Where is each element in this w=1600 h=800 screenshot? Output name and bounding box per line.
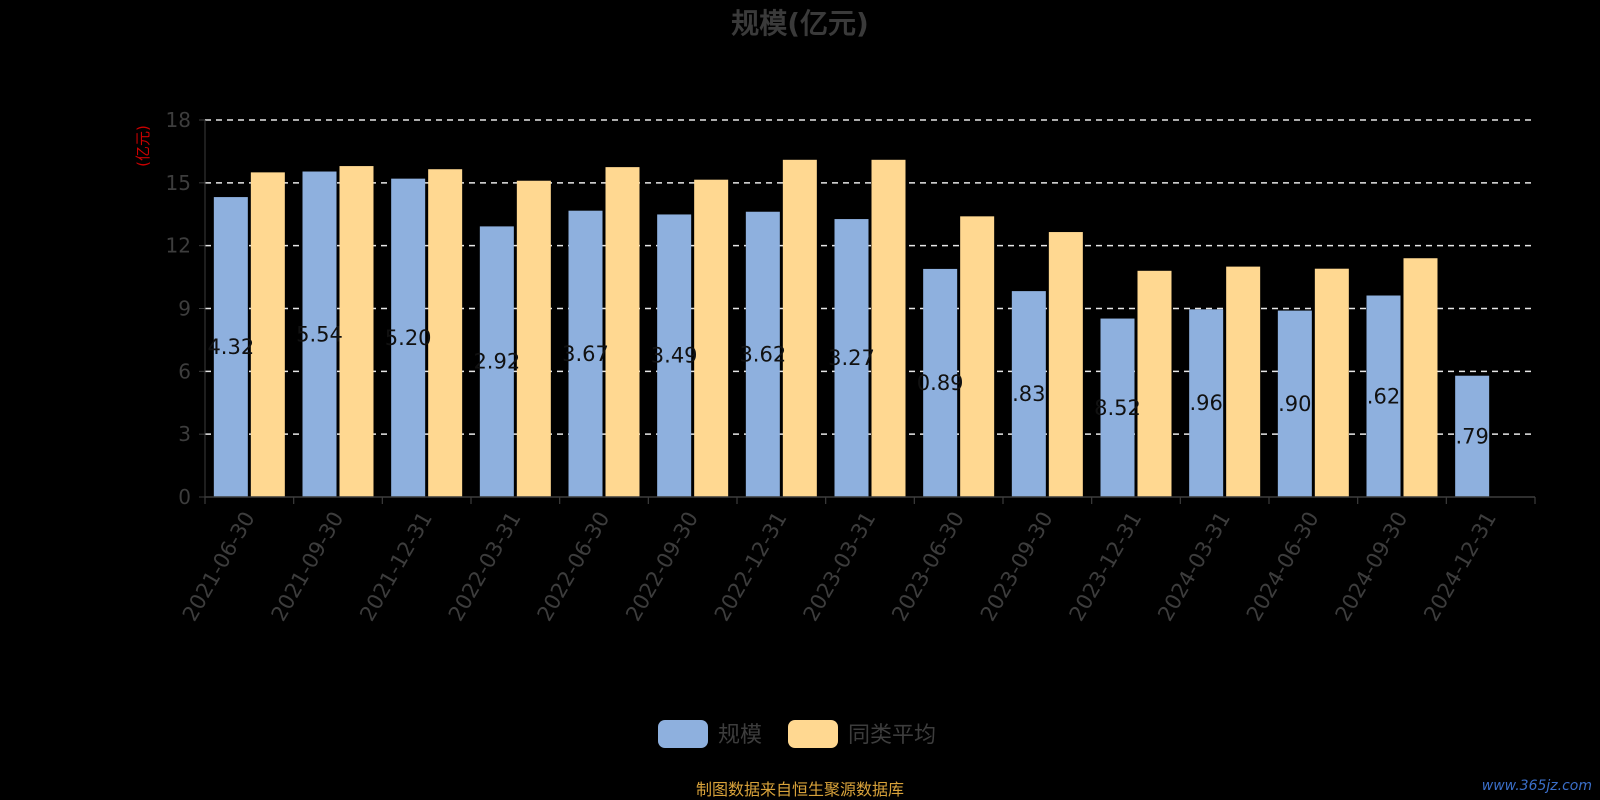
y-tick-label: 15 bbox=[166, 171, 191, 195]
bar-data-label: .83 bbox=[1012, 382, 1045, 406]
bar-labels: 4.32 5.54 5.20 2.92 3.67 3.49 3.62 3.27 0.89 .83 8… bbox=[207, 322, 1488, 448]
x-tick-labels: 2021-06-30 2021-09-30 2021-12-31 2022-03-31… bbox=[178, 508, 1501, 626]
x-tick-label: 2023-12-31 bbox=[1065, 508, 1147, 626]
legend[interactable]: 规模 同类平均 bbox=[658, 720, 936, 748]
bar-data-label: 3.67 bbox=[562, 342, 609, 366]
y-tick-label: 9 bbox=[178, 297, 191, 321]
legend-swatch[interactable] bbox=[658, 720, 708, 748]
bar-scale bbox=[745, 211, 780, 497]
bar-data-label: 5.54 bbox=[296, 322, 343, 346]
chart-title: 规模(亿元) bbox=[731, 7, 869, 40]
bar-peer-average bbox=[782, 159, 817, 498]
x-tick-label: 2024-12-31 bbox=[1419, 508, 1501, 626]
bar-scale bbox=[302, 171, 337, 498]
bar-data-label: .62 bbox=[1367, 384, 1400, 408]
bar-scale bbox=[923, 268, 958, 497]
grid-lines bbox=[205, 119, 1535, 435]
y-tick-label: 3 bbox=[178, 422, 191, 446]
y-axis: 0 3 6 9 12 15 18 bbox=[166, 108, 206, 509]
x-tick-label: 2022-09-30 bbox=[621, 508, 703, 626]
legend-swatch[interactable] bbox=[788, 720, 838, 748]
bar-peer-average bbox=[1314, 268, 1349, 497]
bar-scale bbox=[1455, 375, 1490, 497]
bar-peer-average bbox=[960, 216, 995, 497]
bar-peer-average bbox=[1226, 266, 1261, 497]
bar-scale bbox=[213, 197, 248, 497]
bar-scale bbox=[657, 214, 692, 497]
bar-peer-average bbox=[694, 179, 729, 498]
bar-peer-average bbox=[428, 169, 463, 497]
y-axis-label: (亿元) bbox=[134, 125, 152, 167]
bar-peer-average bbox=[250, 172, 285, 497]
bar-data-label: 4.32 bbox=[207, 335, 254, 359]
y-tick-label: 12 bbox=[166, 234, 191, 258]
y-tick-label: 6 bbox=[178, 359, 191, 383]
bar-scale bbox=[1366, 295, 1401, 497]
bar-data-label: 0.89 bbox=[917, 371, 964, 395]
bar-scale bbox=[479, 226, 514, 498]
bar-peer-average bbox=[339, 166, 374, 498]
bar-data-label: 3.62 bbox=[739, 342, 786, 366]
bar-data-label: 5.20 bbox=[385, 326, 432, 350]
x-tick-label: 2022-06-30 bbox=[533, 508, 615, 626]
y-tick-label: 0 bbox=[178, 485, 191, 509]
data-source-note: 制图数据来自恒生聚源数据库 bbox=[696, 780, 904, 799]
x-tick-label: 2024-06-30 bbox=[1242, 508, 1324, 626]
bar-peer-average bbox=[871, 159, 906, 498]
bar-scale bbox=[1100, 318, 1135, 497]
bar-data-label: 3.27 bbox=[828, 346, 875, 370]
bar-data-label: .96 bbox=[1189, 391, 1222, 415]
bar-data-label: .79 bbox=[1455, 424, 1488, 448]
bar-data-label: 2.92 bbox=[473, 350, 520, 374]
bar-peer-average bbox=[1403, 258, 1438, 497]
bar-data-label: 8.52 bbox=[1094, 396, 1141, 420]
x-tick-label: 2023-06-30 bbox=[887, 508, 969, 626]
x-tick-label: 2021-09-30 bbox=[267, 508, 349, 626]
x-tick-label: 2024-09-30 bbox=[1331, 508, 1413, 626]
bar-peer-average bbox=[516, 180, 551, 497]
x-tick-label: 2021-06-30 bbox=[178, 508, 260, 626]
legend-label[interactable]: 同类平均 bbox=[848, 723, 936, 748]
bar-peer-average bbox=[1048, 232, 1083, 497]
bar-scale bbox=[568, 210, 603, 497]
x-tick-label: 2024-03-31 bbox=[1153, 508, 1235, 626]
bar-scale bbox=[834, 219, 869, 498]
bar-scale bbox=[1011, 291, 1046, 497]
bar-scale bbox=[1277, 310, 1312, 497]
x-tick-label: 2023-03-31 bbox=[799, 508, 881, 626]
bar-peer-average bbox=[1137, 270, 1172, 497]
bar-scale bbox=[391, 178, 426, 497]
bar-peer-average bbox=[605, 167, 640, 497]
x-tick-label: 2021-12-31 bbox=[355, 508, 437, 626]
y-tick-label: 18 bbox=[166, 108, 191, 132]
watermark: www.365jz.com bbox=[1482, 778, 1592, 794]
legend-label[interactable]: 规模 bbox=[718, 723, 762, 748]
x-tick-label: 2022-12-31 bbox=[710, 508, 792, 626]
bars bbox=[213, 159, 1490, 498]
x-axis bbox=[204, 496, 1536, 504]
x-tick-label: 2022-03-31 bbox=[444, 508, 526, 626]
bar-data-label: .90 bbox=[1278, 392, 1311, 416]
bar-scale bbox=[1189, 309, 1224, 497]
bar-data-label: 3.49 bbox=[651, 344, 698, 368]
x-tick-label: 2023-09-30 bbox=[976, 508, 1058, 626]
